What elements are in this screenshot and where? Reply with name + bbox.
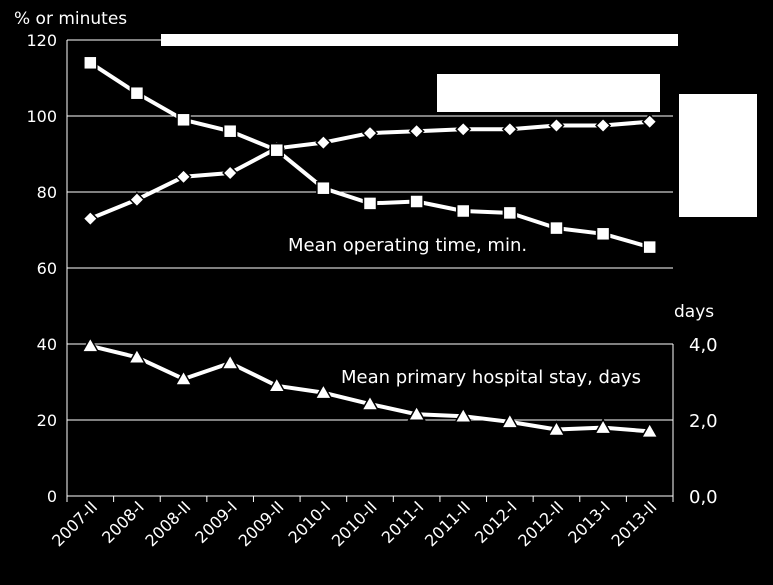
axes (66, 40, 674, 502)
y-right-tick-label: 2,0 (689, 411, 718, 432)
y-tick-label: 100 (26, 107, 57, 126)
redaction-block (679, 94, 757, 217)
series-label-hospital-stay: Mean primary hospital stay, days (341, 367, 641, 388)
x-tick-label: 2013-I (564, 497, 614, 547)
data-point-square (409, 194, 424, 209)
data-point-diamond (501, 121, 518, 138)
data-point-diamond (175, 168, 192, 185)
data-point-diamond (128, 191, 145, 208)
data-point-triangle (81, 336, 100, 353)
x-tick-label: 2008-I (98, 497, 148, 547)
data-point-diamond (408, 123, 425, 140)
data-point-triangle (174, 369, 193, 386)
data-point-triangle (593, 418, 613, 435)
y-right-tick-label: 4,0 (689, 335, 718, 356)
y-tick-label: 80 (37, 183, 57, 202)
x-tick-label: 2013-II (608, 497, 661, 550)
data-point-triangle (640, 421, 659, 439)
data-point-square (83, 55, 98, 71)
data-point-square (222, 123, 238, 139)
x-tick-label: 2009-II (235, 497, 288, 550)
y-tick-label: 40 (37, 335, 57, 354)
data-point-diamond (641, 113, 658, 130)
data-point-square (362, 196, 378, 211)
x-tick-label: 2010-I (285, 497, 335, 547)
data-point-triangle (220, 353, 240, 370)
data-point-diamond (82, 210, 99, 227)
y-right-tick-label: 0,0 (689, 487, 718, 508)
data-point-triangle (314, 383, 333, 400)
data-point-triangle (360, 394, 380, 411)
series-markers (81, 55, 659, 439)
data-point-square (455, 203, 471, 219)
x-tick-label: 2011-II (421, 497, 474, 550)
x-tick-label: 2009-I (191, 497, 241, 547)
data-point-diamond (595, 117, 612, 134)
redaction-block (437, 74, 660, 112)
data-point-triangle (500, 412, 520, 429)
data-point-diamond (455, 121, 472, 138)
series-line-triangle (89, 343, 650, 434)
y-tick-label: 60 (37, 259, 57, 278)
data-point-triangle (267, 376, 287, 393)
x-tick-label: 2012-I (471, 497, 521, 547)
y-axis-label: % or minutes (14, 9, 127, 29)
data-point-square (269, 142, 285, 158)
data-point-square (642, 239, 657, 255)
data-point-triangle (453, 406, 473, 423)
data-point-square (316, 180, 331, 196)
data-point-square (129, 85, 145, 101)
redaction-block (161, 34, 678, 46)
data-point-square (595, 226, 611, 242)
series-label-operating-time: Mean operating time, min. (288, 235, 527, 256)
data-point-triangle (407, 404, 426, 422)
data-point-diamond (315, 134, 332, 151)
x-tick-label: 2011-I (378, 497, 428, 547)
y-tick-label: 20 (37, 411, 57, 430)
data-point-square (176, 112, 191, 128)
data-point-triangle (127, 347, 147, 365)
x-tick-label: 2008-II (141, 497, 194, 550)
x-tick-label: 2012-II (514, 497, 567, 550)
data-point-diamond (361, 125, 379, 142)
x-tick-label: 2010-II (328, 497, 381, 550)
y-axis-right-label: days (674, 302, 714, 322)
y-tick-label: 0 (47, 487, 57, 506)
data-point-triangle (547, 419, 566, 437)
data-point-square (502, 205, 518, 221)
y-tick-label: 120 (26, 31, 57, 50)
data-point-diamond (222, 164, 239, 182)
data-point-square (549, 220, 564, 236)
data-point-diamond (548, 117, 565, 134)
